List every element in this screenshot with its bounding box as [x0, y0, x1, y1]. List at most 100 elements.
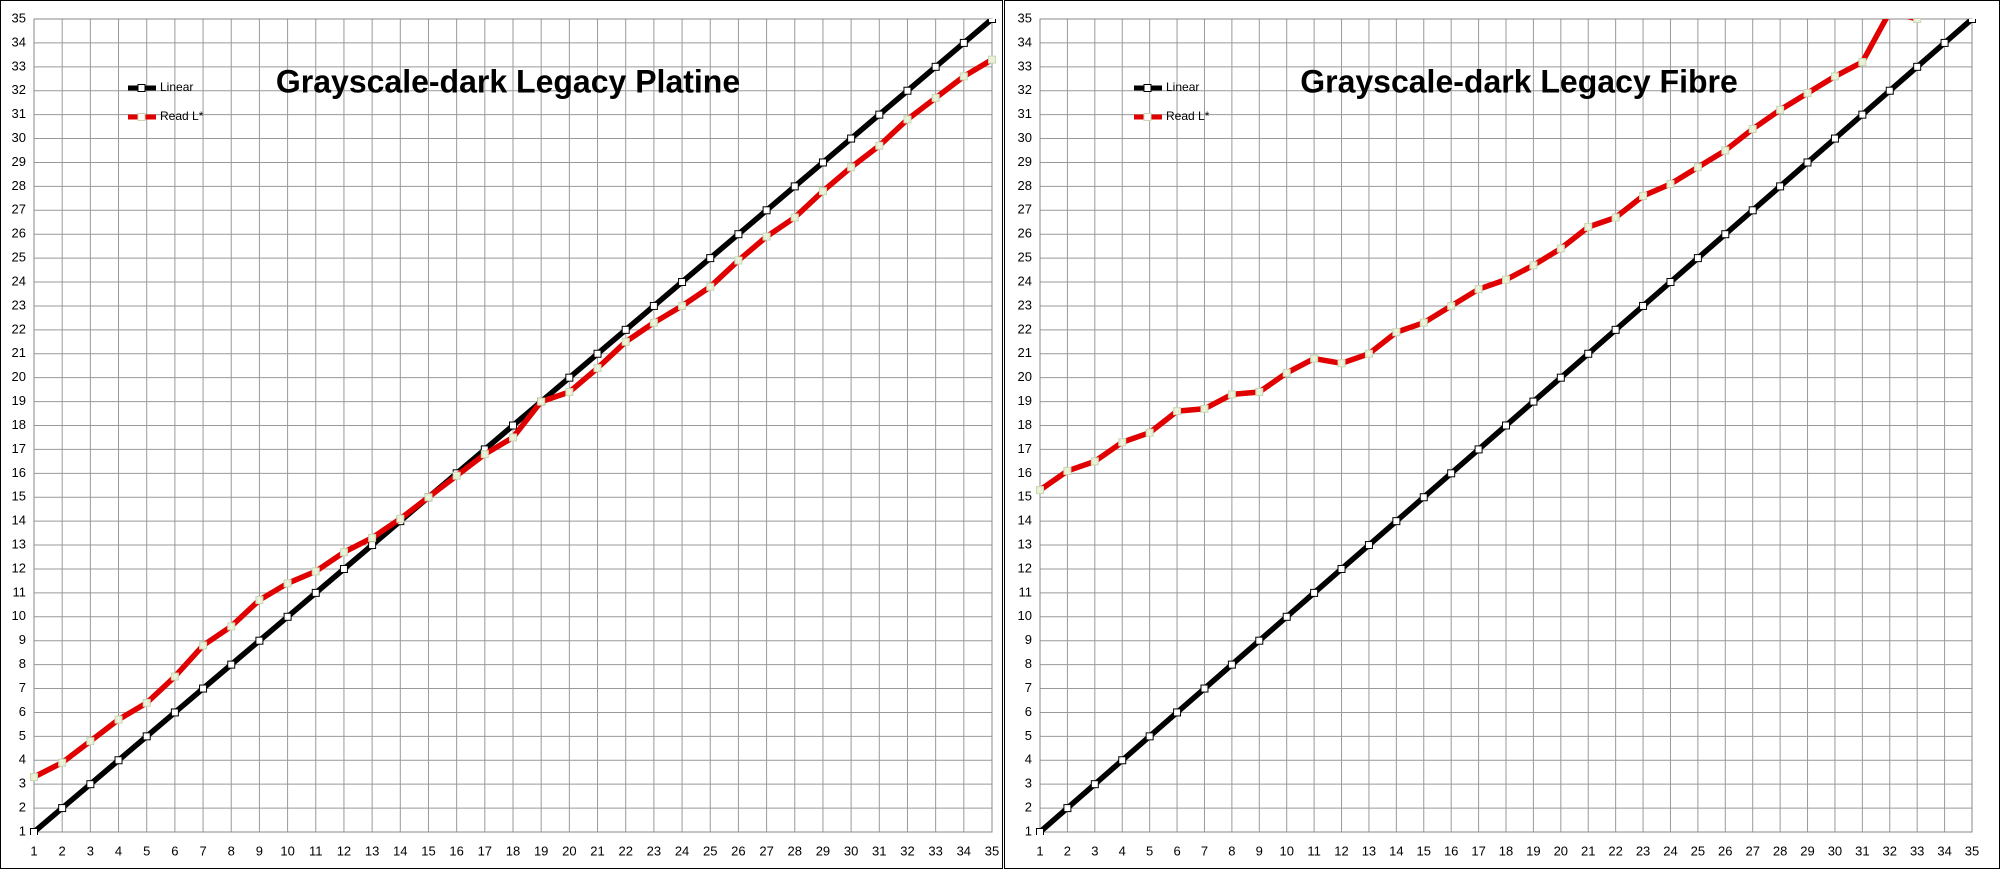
x-tick-label: 4	[1119, 843, 1126, 858]
x-tick-label: 26	[1718, 843, 1732, 858]
data-point	[1913, 19, 1922, 23]
y-tick-label: 32	[1018, 82, 1032, 97]
y-tick-label: 15	[1018, 489, 1032, 504]
data-point	[1858, 110, 1867, 119]
data-point	[1666, 278, 1675, 287]
data-point	[1666, 179, 1675, 188]
x-tick-label: 17	[1471, 843, 1485, 858]
data-point	[931, 93, 940, 102]
x-tick-label: 8	[228, 843, 235, 858]
x-tick-label: 22	[1608, 843, 1622, 858]
x-tick-label: 6	[171, 843, 178, 858]
x-tick-label: 13	[1362, 843, 1376, 858]
y-tick-label: 4	[1025, 752, 1032, 767]
plot-border	[33, 18, 993, 833]
data-point	[1776, 105, 1785, 114]
data-point	[565, 388, 574, 397]
x-tick-label: 30	[1828, 843, 1842, 858]
y-tick-label: 11	[13, 584, 27, 599]
data-point	[1200, 404, 1209, 413]
y-tick-label: 12	[12, 560, 26, 575]
data-point	[1255, 636, 1264, 645]
y-tick-label: 15	[12, 489, 26, 504]
x-tick-label: 35	[1965, 843, 1979, 858]
x-tick-label: 7	[1201, 843, 1208, 858]
y-tick-label: 13	[1018, 536, 1032, 551]
data-point	[1282, 612, 1291, 621]
y-tick-label: 2	[1025, 800, 1032, 815]
x-tick-label: 34	[1937, 843, 1951, 858]
y-tick-label: 29	[1018, 154, 1032, 169]
x-tick-label: 22	[618, 843, 632, 858]
data-point	[1392, 517, 1401, 526]
data-point	[847, 163, 856, 172]
data-point	[114, 756, 123, 765]
y-tick-label: 6	[19, 704, 26, 719]
data-point	[311, 567, 320, 576]
data-point	[58, 804, 67, 813]
x-tick-label: 19	[534, 843, 548, 858]
y-tick-label: 3	[1025, 776, 1032, 791]
y-tick-label: 22	[12, 321, 26, 336]
y-tick-label: 31	[12, 106, 26, 121]
data-point	[452, 471, 461, 480]
y-tick-label: 6	[1025, 704, 1032, 719]
data-point	[1310, 354, 1319, 363]
panel-border	[1004, 0, 2000, 869]
x-tick-label: 3	[87, 843, 94, 858]
data-point	[509, 421, 517, 430]
data-point	[762, 232, 771, 241]
x-tick-label: 23	[1636, 843, 1650, 858]
y-tick-label: 17	[12, 441, 26, 456]
y-tick-label: 1	[19, 823, 26, 838]
y-tick-label: 1	[1025, 823, 1032, 838]
data-point	[283, 612, 292, 621]
x-tick-label: 5	[1146, 843, 1153, 858]
data-point	[1419, 493, 1428, 502]
y-tick-label: 4	[19, 752, 26, 767]
y-tick-label: 2	[19, 800, 26, 815]
data-point	[1803, 158, 1812, 167]
x-tick-label: 31	[872, 843, 886, 858]
data-point	[86, 780, 95, 789]
x-tick-label: 18	[506, 843, 520, 858]
data-point	[58, 758, 67, 767]
x-tick-label: 17	[478, 843, 492, 858]
data-point	[1227, 390, 1236, 399]
y-tick-label: 8	[19, 656, 26, 671]
y-tick-label: 8	[1025, 656, 1032, 671]
data-point	[1474, 285, 1483, 294]
data-point	[1502, 275, 1510, 284]
legend-label: Linear	[160, 80, 193, 94]
x-tick-label: 13	[365, 843, 379, 858]
data-point	[649, 301, 658, 310]
data-point	[1830, 134, 1839, 143]
x-tick-label: 15	[421, 843, 435, 858]
data-point	[1474, 445, 1483, 454]
data-point	[649, 318, 658, 327]
plot-area	[30, 19, 996, 835]
data-point	[1639, 191, 1648, 200]
y-tick-label: 29	[12, 154, 26, 169]
x-tick-label: 18	[1499, 843, 1513, 858]
x-tick-label: 21	[590, 843, 604, 858]
data-point	[1968, 19, 1976, 23]
y-tick-label: 21	[12, 345, 26, 360]
data-point	[1255, 388, 1264, 397]
data-point	[1721, 230, 1730, 239]
data-point	[1584, 223, 1593, 232]
x-tick-label: 10	[280, 843, 294, 858]
data-point	[1639, 301, 1648, 310]
y-tick-label: 30	[12, 130, 26, 145]
data-point	[1584, 349, 1593, 358]
x-tick-label: 27	[759, 843, 773, 858]
x-tick-label: 25	[1691, 843, 1705, 858]
y-tick-label: 21	[1018, 345, 1032, 360]
data-point	[847, 134, 856, 143]
x-tick-label: 4	[115, 843, 122, 858]
x-tick-label: 26	[731, 843, 745, 858]
data-point	[1090, 457, 1099, 466]
data-point	[480, 450, 489, 459]
data-point	[283, 579, 292, 588]
y-tick-label: 14	[12, 513, 26, 528]
